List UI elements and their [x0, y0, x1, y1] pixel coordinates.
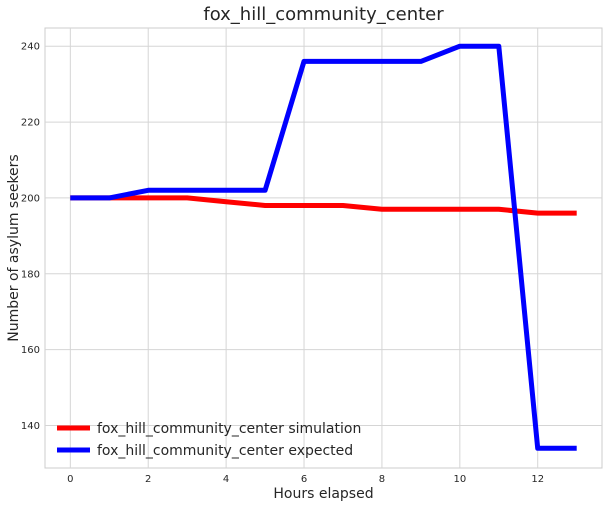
- series-lines: [70, 43, 577, 451]
- plot-area: [44, 27, 603, 469]
- grid: [45, 28, 602, 468]
- x-tick-label: 8: [379, 474, 385, 485]
- legend-label-0: fox_hill_community_center simulation: [97, 421, 361, 437]
- x-axis-label: Hours elapsed: [273, 486, 373, 502]
- y-tick-label: 160: [21, 345, 40, 356]
- legend-label-1: fox_hill_community_center expected: [97, 443, 353, 459]
- axis-ticks: 0 2 4 6 8 10 12 140 160 180 200 220 240: [21, 42, 544, 485]
- y-tick-label: 220: [21, 118, 40, 129]
- y-tick-label: 140: [21, 421, 40, 432]
- x-tick-label: 0: [67, 474, 73, 485]
- x-tick-label: 2: [145, 474, 151, 485]
- series-line-0: [70, 195, 577, 216]
- y-tick-label: 240: [21, 42, 40, 53]
- y-tick-label: 180: [21, 269, 40, 280]
- x-tick-label: 10: [453, 474, 466, 485]
- chart-title: fox_hill_community_center: [203, 4, 444, 25]
- x-tick-label: 6: [301, 474, 307, 485]
- y-axis-label: Number of asylum seekers: [6, 154, 22, 341]
- y-tick-label: 200: [21, 193, 40, 204]
- x-tick-label: 12: [531, 474, 544, 485]
- x-tick-label: 4: [223, 474, 229, 485]
- series-line-1: [70, 43, 577, 451]
- legend: fox_hill_community_center simulation fox_…: [57, 421, 361, 459]
